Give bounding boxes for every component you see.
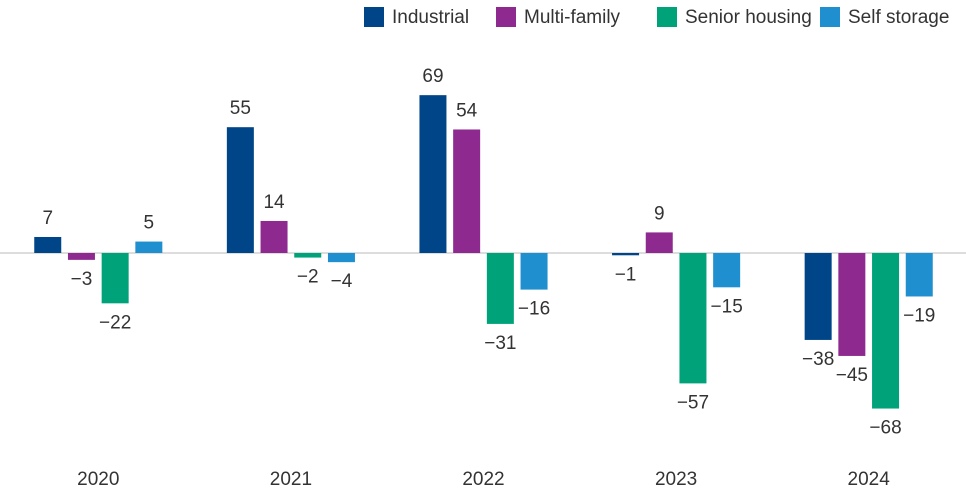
legend-swatch — [496, 7, 516, 27]
value-label: 9 — [654, 203, 665, 224]
value-label: −19 — [903, 305, 935, 326]
value-label: −38 — [802, 349, 834, 370]
value-label: −45 — [836, 365, 868, 386]
bar — [520, 253, 548, 290]
value-label: −2 — [297, 267, 319, 288]
value-label: −4 — [331, 271, 353, 292]
x-tick-label: 2021 — [270, 469, 312, 490]
x-tick-label: 2022 — [462, 469, 504, 490]
value-label: −15 — [711, 296, 743, 317]
x-tick-label: 2023 — [655, 469, 697, 490]
value-label: 14 — [263, 192, 285, 213]
value-label: 69 — [422, 66, 443, 87]
value-label: 7 — [42, 208, 53, 229]
bar — [226, 127, 254, 253]
bar — [713, 253, 741, 288]
bar — [453, 129, 481, 253]
value-label: 5 — [144, 213, 155, 234]
bar — [645, 232, 673, 253]
bar — [804, 253, 832, 340]
value-label: −57 — [677, 392, 709, 413]
bar — [101, 253, 129, 304]
bar — [419, 95, 447, 253]
legend-swatch — [820, 7, 840, 27]
legend-label: Multi-family — [524, 7, 621, 28]
bar — [872, 253, 900, 409]
legend-swatch — [657, 7, 677, 27]
legend-label: Industrial — [392, 7, 469, 28]
bar — [905, 253, 933, 297]
bar — [294, 253, 322, 258]
bar — [486, 253, 514, 324]
bar — [838, 253, 866, 356]
value-label: −68 — [869, 418, 901, 439]
value-label: −3 — [71, 269, 93, 290]
bar — [135, 241, 163, 253]
value-label: 54 — [456, 100, 478, 121]
bar — [67, 253, 95, 260]
legend-label: Senior housing — [685, 7, 812, 28]
x-tick-label: 2024 — [848, 469, 891, 490]
legend-swatch — [364, 7, 384, 27]
x-tick-label: 2020 — [77, 469, 119, 490]
value-label: −22 — [99, 312, 131, 333]
legend-label: Self storage — [848, 7, 949, 28]
value-label: 55 — [230, 98, 251, 119]
bar — [679, 253, 707, 384]
bar — [327, 253, 355, 263]
value-label: −16 — [518, 299, 550, 320]
value-label: −31 — [484, 333, 516, 354]
value-label: −1 — [615, 264, 637, 285]
bar — [260, 220, 288, 253]
bar — [612, 253, 640, 256]
bar — [34, 236, 62, 253]
